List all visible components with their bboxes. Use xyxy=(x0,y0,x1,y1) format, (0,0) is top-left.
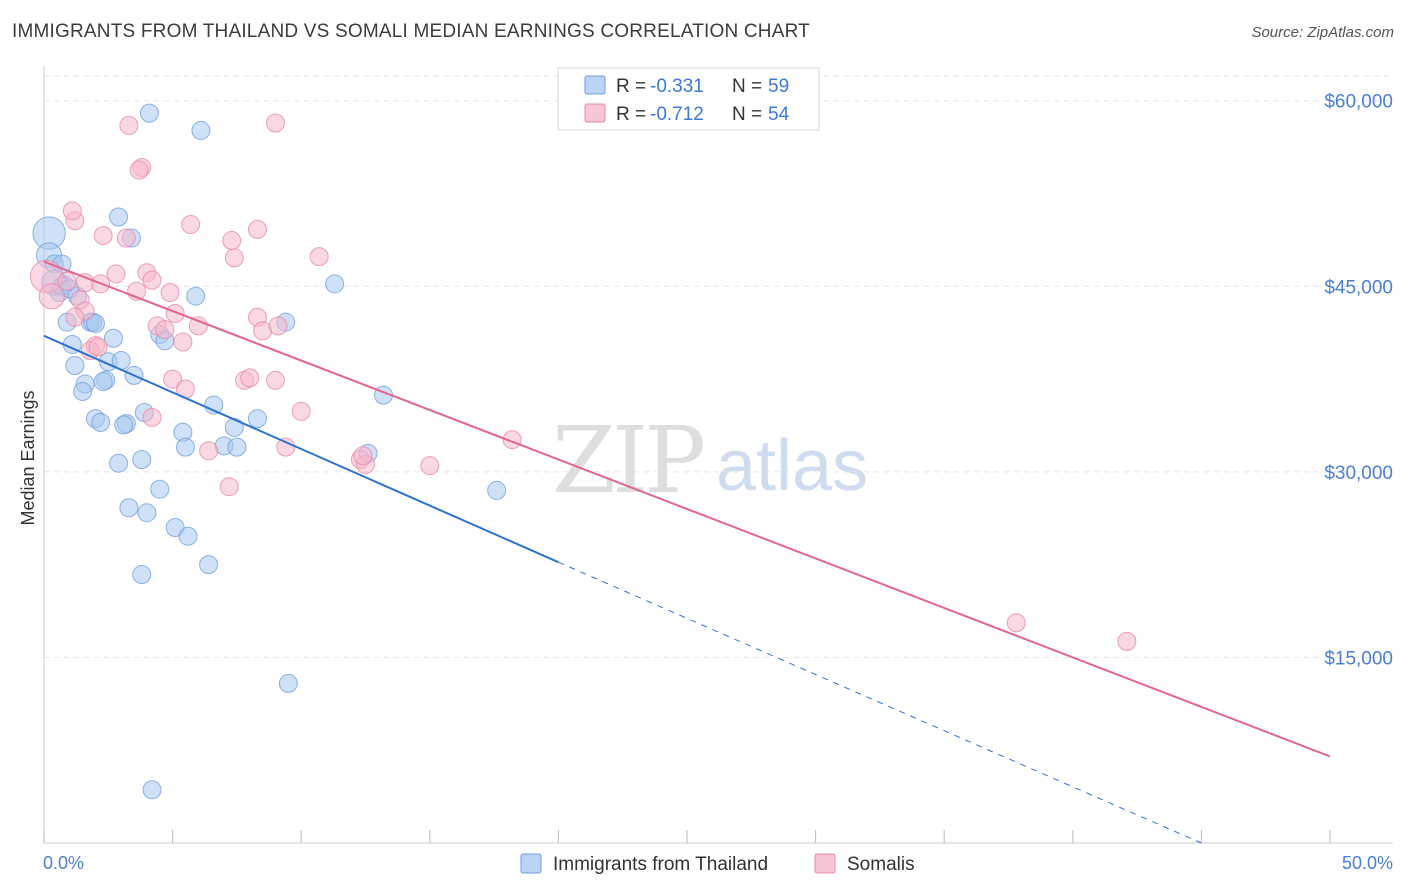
thailand-point xyxy=(278,673,298,693)
somalis-point xyxy=(155,320,175,340)
thailand-point xyxy=(132,565,152,585)
series-thailand-points xyxy=(32,103,507,800)
y-tick-label: $15,000 xyxy=(1324,648,1393,669)
series-somalis-points xyxy=(29,113,1137,651)
somalis-point xyxy=(268,316,288,336)
somalis-point xyxy=(181,214,201,234)
thailand-point xyxy=(119,498,139,518)
trendline-thailand xyxy=(43,334,559,564)
legend-swatch-thailand xyxy=(584,75,606,95)
watermark-atlas: atlas xyxy=(716,426,868,506)
thailand-point xyxy=(186,286,206,306)
somalis-point xyxy=(188,316,208,336)
legend-n-label-thailand: N = xyxy=(732,76,762,97)
legend-r-value-somalis: -0.712 xyxy=(650,104,704,125)
somalis-point xyxy=(129,160,149,180)
somalis-point xyxy=(276,437,296,457)
bottom-legend-swatch-somalis xyxy=(814,853,836,874)
y-tick-label: $60,000 xyxy=(1324,92,1393,113)
somalis-point xyxy=(116,228,136,248)
source-label: Source: ZipAtlas.com xyxy=(1251,24,1394,41)
somalis-point xyxy=(265,113,285,133)
somalis-point xyxy=(119,115,139,135)
bottom-legend: Immigrants from Thailand Somalis xyxy=(520,853,915,875)
legend-r-value-thailand: -0.331 xyxy=(650,76,704,97)
somalis-point xyxy=(38,283,65,310)
somalis-point xyxy=(291,401,311,421)
somalis-point xyxy=(1006,613,1026,633)
thailand-point xyxy=(65,355,85,375)
thailand-point xyxy=(137,503,157,523)
somalis-point xyxy=(353,446,373,466)
somalis-point xyxy=(57,271,77,291)
y-tick-label: $30,000 xyxy=(1324,463,1393,484)
somalis-point xyxy=(160,282,180,302)
somalis-point xyxy=(165,304,185,324)
somalis-point xyxy=(219,477,239,497)
x-tick-label-min: 0.0% xyxy=(43,853,84,873)
thailand-point xyxy=(178,526,198,546)
thailand-point xyxy=(175,437,195,457)
thailand-point xyxy=(93,372,113,392)
somalis-point xyxy=(106,264,126,284)
thailand-point xyxy=(247,409,267,429)
thailand-point xyxy=(487,480,507,500)
thailand-point xyxy=(109,453,129,473)
thailand-point xyxy=(150,479,170,499)
somalis-point xyxy=(173,332,193,352)
thailand-point xyxy=(139,103,159,123)
bottom-legend-label-thailand: Immigrants from Thailand xyxy=(553,854,768,875)
somalis-point xyxy=(265,370,285,390)
thailand-point xyxy=(73,381,93,401)
somalis-point xyxy=(1117,631,1137,651)
legend-r-label-thailand: R = xyxy=(616,76,646,97)
thailand-point xyxy=(325,274,345,294)
somalis-point xyxy=(224,248,244,268)
trendline-somalis xyxy=(43,260,1331,758)
y-axis-label: Median Earnings xyxy=(18,390,38,525)
y-tick-labels: $15,000 $30,000 $45,000 $60,000 xyxy=(1324,92,1393,670)
somalis-point xyxy=(88,337,108,357)
thailand-point xyxy=(224,417,244,437)
thailand-point xyxy=(191,120,211,140)
somalis-point xyxy=(420,456,440,476)
somalis-point xyxy=(163,369,183,389)
axes xyxy=(43,66,1393,844)
somalis-point xyxy=(65,307,85,327)
y-tick-label: $45,000 xyxy=(1324,277,1393,298)
chart-title: IMMIGRANTS FROM THAILAND VS SOMALI MEDIA… xyxy=(12,21,810,42)
thailand-point xyxy=(91,412,111,432)
thailand-point xyxy=(227,437,247,457)
somalis-point xyxy=(247,219,267,239)
trendline-thailand-extension xyxy=(558,561,1202,844)
somalis-point xyxy=(240,368,260,388)
trendlines xyxy=(43,260,1331,844)
legend-n-label-somalis: N = xyxy=(732,104,762,125)
somalis-point xyxy=(309,247,329,267)
legend-swatch-somalis xyxy=(584,103,606,123)
somalis-point xyxy=(142,407,162,427)
thailand-point xyxy=(114,415,134,435)
thailand-point xyxy=(142,780,162,800)
thailand-point xyxy=(103,328,123,348)
bottom-legend-label-somalis: Somalis xyxy=(847,854,915,875)
thailand-point xyxy=(85,313,105,333)
legend-n-value-somalis: 54 xyxy=(768,104,790,125)
thailand-point xyxy=(109,207,129,227)
somalis-point xyxy=(62,201,82,221)
watermark-zip: ZIP xyxy=(552,407,703,514)
somalis-point xyxy=(222,231,242,251)
legend-n-value-thailand: 59 xyxy=(768,76,789,97)
bottom-legend-swatch-thailand xyxy=(520,853,542,874)
legend: R = -0.331 N = 59 R = -0.712 N = 54 xyxy=(557,67,820,131)
thailand-point xyxy=(199,555,219,575)
legend-r-label-somalis: R = xyxy=(616,104,646,125)
x-tick-label-max: 50.0% xyxy=(1342,853,1393,873)
somalis-point xyxy=(93,226,113,246)
somalis-point xyxy=(199,441,219,461)
gridlines xyxy=(44,75,1393,658)
thailand-point xyxy=(132,450,152,469)
somalis-point xyxy=(142,270,162,290)
